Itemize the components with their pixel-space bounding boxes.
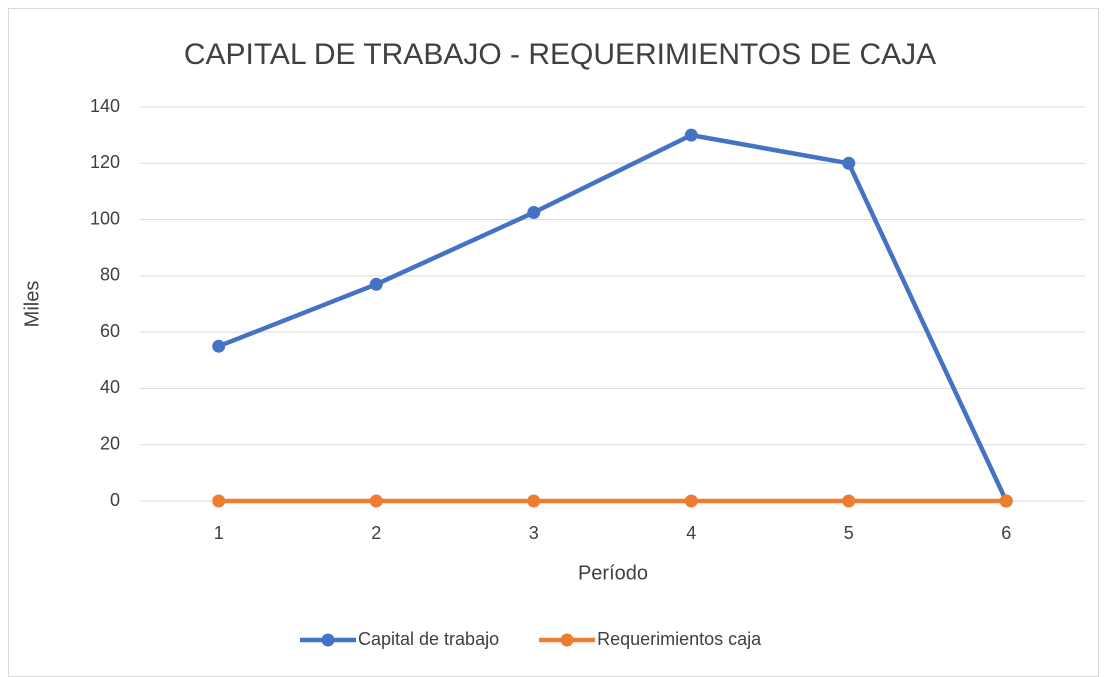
x-tick-label: 2 <box>371 523 381 543</box>
y-tick-label: 120 <box>90 152 120 172</box>
data-point <box>212 339 226 353</box>
y-tick-label: 140 <box>90 96 120 116</box>
y-tick-label: 80 <box>100 265 120 285</box>
data-point <box>684 128 698 142</box>
x-tick-label: 1 <box>214 523 224 543</box>
data-point <box>369 277 383 291</box>
chart-title: CAPITAL DE TRABAJO - REQUERIMIENTOS DE C… <box>184 38 936 71</box>
legend-label: Capital de trabajo <box>358 629 499 649</box>
data-point <box>842 494 856 508</box>
series-line <box>217 132 1009 502</box>
legend-marker <box>560 633 574 647</box>
data-point <box>527 494 541 508</box>
y-tick-label: 60 <box>100 321 120 341</box>
legend-label: Requerimientos caja <box>597 629 762 649</box>
chart-frame <box>8 8 1099 677</box>
data-point <box>212 494 226 508</box>
data-point <box>527 206 541 220</box>
x-tick-label: 5 <box>844 523 854 543</box>
y-tick-label: 0 <box>110 490 120 510</box>
y-tick-label: 40 <box>100 377 120 397</box>
data-point <box>842 156 856 170</box>
data-point <box>369 494 383 508</box>
y-axis-label: Miles <box>21 281 43 328</box>
x-tick-label: 4 <box>686 523 696 543</box>
legend-marker <box>321 633 335 647</box>
x-tick-label: 3 <box>529 523 539 543</box>
data-point <box>684 494 698 508</box>
x-tick-label: 6 <box>1001 523 1011 543</box>
y-tick-label: 100 <box>90 208 120 228</box>
x-axis-label: Período <box>578 562 648 584</box>
data-point <box>999 494 1013 508</box>
y-tick-label: 20 <box>100 433 120 453</box>
